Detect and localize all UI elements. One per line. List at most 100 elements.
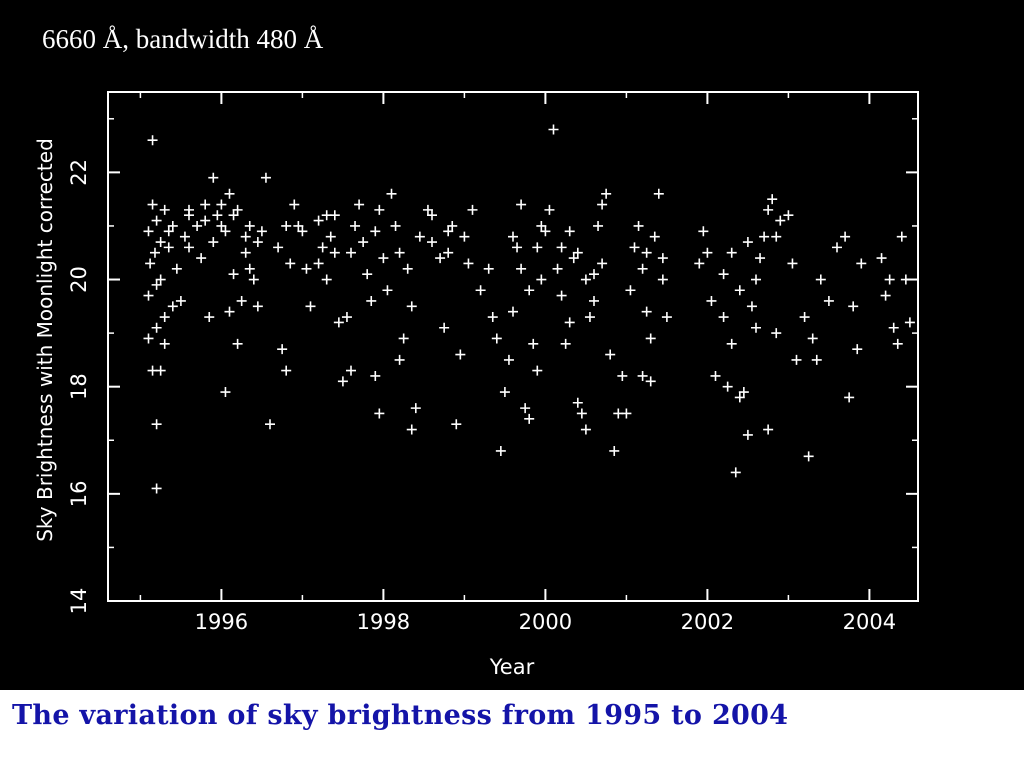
data-point	[313, 215, 324, 226]
data-point	[329, 247, 340, 258]
x-axis-label: Year	[489, 655, 535, 679]
data-point	[228, 210, 239, 221]
data-point	[742, 237, 753, 248]
data-point	[252, 301, 263, 312]
data-point	[149, 247, 160, 258]
data-points	[143, 124, 915, 494]
data-point	[163, 226, 174, 237]
data-point	[661, 312, 672, 323]
data-point	[447, 220, 458, 231]
data-point	[487, 312, 498, 323]
y-tick-label: 22	[67, 159, 91, 186]
data-point	[698, 226, 709, 237]
data-point	[220, 226, 231, 237]
data-point	[746, 301, 757, 312]
data-point	[354, 199, 365, 210]
data-point	[422, 204, 433, 215]
data-point	[532, 242, 543, 253]
data-point	[751, 322, 761, 333]
data-point	[528, 338, 539, 349]
data-point	[252, 237, 263, 248]
data-point	[738, 387, 749, 398]
data-point	[414, 231, 425, 242]
data-point	[281, 220, 292, 231]
data-point	[184, 204, 194, 215]
y-tick-label: 18	[67, 373, 91, 400]
data-point	[710, 370, 721, 381]
data-point	[192, 220, 203, 231]
data-point	[641, 306, 652, 317]
data-point	[171, 263, 182, 274]
x-axis-ticks: 1996 1998 2000 2002 2004	[139, 92, 896, 634]
data-point	[844, 392, 855, 403]
data-point	[568, 253, 579, 264]
data-point	[649, 231, 660, 242]
data-point	[297, 226, 308, 237]
data-point	[544, 204, 555, 215]
data-point	[459, 231, 470, 242]
data-point	[702, 247, 713, 258]
data-point	[366, 295, 377, 306]
data-point	[763, 424, 774, 435]
data-point	[240, 231, 251, 242]
data-point	[200, 199, 211, 210]
data-point	[751, 274, 761, 285]
y-tick-label: 16	[67, 480, 91, 507]
data-point	[597, 258, 608, 269]
data-point	[799, 312, 810, 323]
data-point	[443, 247, 454, 258]
data-point	[876, 253, 887, 264]
data-point	[155, 274, 166, 285]
data-point	[617, 370, 628, 381]
data-point	[657, 274, 668, 285]
data-point	[184, 242, 194, 253]
data-point	[224, 306, 235, 317]
y-axis-ticks: 14 16 18 20 22	[67, 118, 918, 614]
data-point	[763, 204, 774, 215]
data-point	[625, 285, 636, 296]
data-point	[767, 194, 778, 205]
data-point	[390, 220, 401, 231]
data-point	[224, 188, 235, 199]
data-point	[143, 333, 154, 344]
data-point	[293, 220, 304, 231]
data-point	[208, 237, 219, 248]
data-point	[597, 199, 608, 210]
data-point	[540, 226, 551, 237]
data-point	[475, 285, 486, 296]
data-point	[358, 237, 369, 248]
data-point	[232, 204, 243, 215]
data-point	[386, 188, 397, 199]
data-point	[653, 188, 664, 199]
data-point	[572, 247, 583, 258]
data-point	[325, 231, 336, 242]
data-point	[840, 231, 851, 242]
data-point	[815, 274, 826, 285]
data-point	[771, 231, 782, 242]
data-point	[884, 274, 895, 285]
data-point	[593, 220, 604, 231]
data-point	[807, 333, 818, 344]
data-point	[240, 247, 251, 258]
data-point	[775, 215, 786, 226]
data-point	[803, 451, 814, 462]
data-point	[556, 242, 567, 253]
data-point	[718, 312, 729, 323]
data-point	[503, 354, 514, 365]
data-point	[467, 204, 478, 215]
data-point	[451, 419, 462, 430]
data-point	[155, 237, 166, 248]
data-point	[378, 253, 389, 264]
data-point	[301, 263, 312, 274]
data-point	[589, 269, 599, 280]
data-point	[167, 220, 178, 231]
data-point	[524, 285, 535, 296]
data-point	[244, 263, 255, 274]
data-point	[645, 376, 656, 387]
data-point	[305, 301, 316, 312]
data-point	[333, 317, 344, 328]
data-point	[455, 349, 466, 360]
data-point	[892, 338, 903, 349]
data-point	[726, 247, 737, 258]
data-point	[791, 354, 802, 365]
